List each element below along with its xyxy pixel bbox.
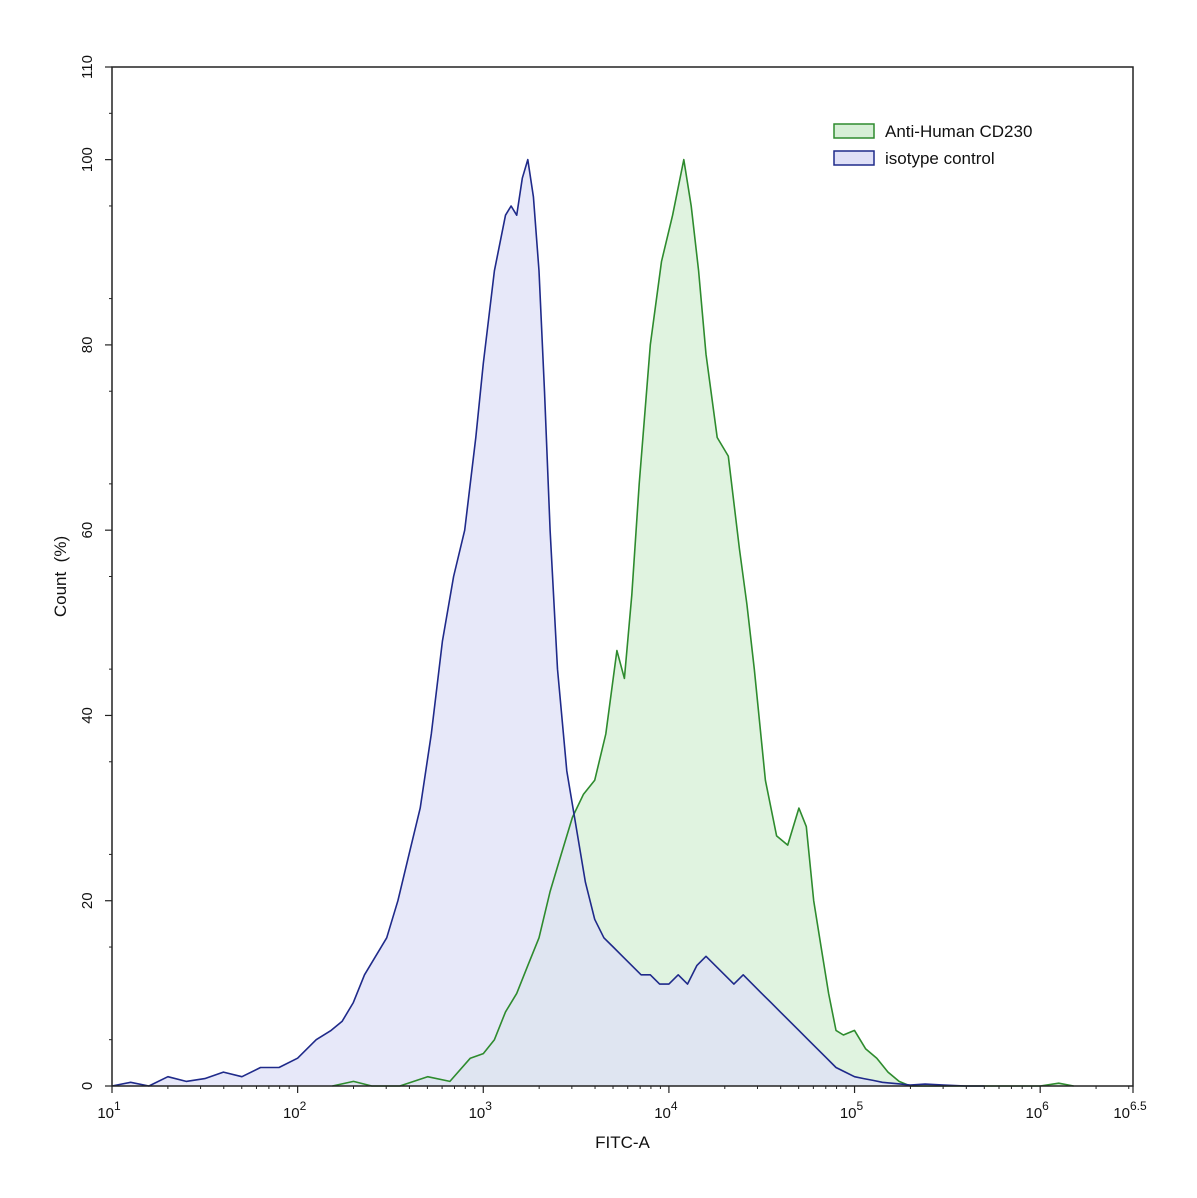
x-tick-label: 101 (97, 1099, 121, 1122)
x-axis-title: FITC-A (595, 1133, 650, 1152)
x-tick-label: 105 (840, 1099, 864, 1122)
series-line-anti-human-cd230 (332, 158, 1074, 1087)
x-tick-label: 106.5 (1113, 1099, 1147, 1122)
series-lines (111, 158, 1074, 1087)
x-tick-label: 103 (469, 1099, 493, 1122)
x-tick-label: 102 (283, 1099, 307, 1122)
legend: Anti-Human CD230 isotype control (833, 122, 1032, 168)
series-area-anti-human-cd230 (332, 159, 1074, 1087)
y-tick-label: 100 (79, 147, 96, 172)
series-line-isotype-control (111, 158, 985, 1087)
y-tick-label: 60 (79, 522, 96, 539)
series-fills (112, 159, 1074, 1087)
y-tick-label: 20 (79, 892, 96, 909)
x-tick-label: 104 (654, 1099, 678, 1122)
y-axis: 0 20 40 60 80 100 110 (79, 55, 112, 1090)
y-tick-label: 110 (79, 55, 96, 79)
x-axis: 101 102 103 104 105 106 106.5 (97, 1086, 1147, 1122)
legend-label-anti-human-cd230: Anti-Human CD230 (885, 122, 1032, 141)
y-tick-label: 80 (79, 337, 96, 354)
y-tick-label: 0 (79, 1082, 96, 1090)
x-tick-label: 106 (1025, 1099, 1049, 1122)
y-tick-label: 40 (79, 707, 96, 724)
legend-swatch-isotype-control (833, 150, 875, 166)
y-axis-title: Count (%) (51, 536, 70, 617)
series-area-isotype-control (112, 159, 985, 1087)
legend-swatch-anti-human-cd230 (833, 123, 875, 139)
legend-label-isotype-control: isotype control (885, 149, 995, 168)
